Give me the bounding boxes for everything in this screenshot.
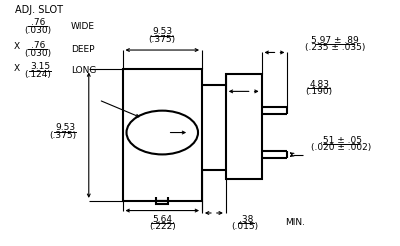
Bar (226, 74, 262, 179)
Text: ADJ. SLOT: ADJ. SLOT (15, 5, 63, 15)
Text: (.030): (.030) (24, 26, 52, 35)
Text: 9.53: 9.53 (55, 123, 75, 132)
Text: 5.64: 5.64 (152, 215, 172, 224)
Text: X: X (13, 64, 20, 73)
Text: (.020 ± .002): (.020 ± .002) (311, 143, 371, 152)
Text: 3.15: 3.15 (30, 62, 50, 71)
Text: DEEP: DEEP (71, 45, 94, 54)
Text: (.375): (.375) (149, 35, 176, 44)
Bar (156, 200, 168, 204)
Text: .76: .76 (31, 17, 45, 27)
Text: (.222): (.222) (149, 222, 176, 231)
Text: 4.83: 4.83 (309, 80, 329, 89)
Text: WIDE: WIDE (71, 22, 95, 31)
Text: (.015): (.015) (232, 222, 259, 231)
Bar (122, 69, 202, 201)
Text: 9.53: 9.53 (152, 27, 172, 36)
Text: (.190): (.190) (306, 87, 333, 96)
Text: LONG: LONG (71, 66, 96, 75)
Text: 5.97 ± .89: 5.97 ± .89 (311, 36, 359, 45)
Text: (.030): (.030) (24, 49, 52, 58)
Text: .51 ± .05: .51 ± .05 (320, 136, 362, 145)
Text: (.375): (.375) (49, 131, 76, 140)
Text: (.124): (.124) (24, 70, 51, 79)
Text: (.235 ± .035): (.235 ± .035) (305, 43, 365, 52)
Text: .38: .38 (239, 215, 253, 224)
Text: X: X (13, 42, 20, 51)
Text: .76: .76 (31, 41, 45, 50)
Text: MIN.: MIN. (286, 218, 306, 227)
Circle shape (126, 111, 198, 154)
